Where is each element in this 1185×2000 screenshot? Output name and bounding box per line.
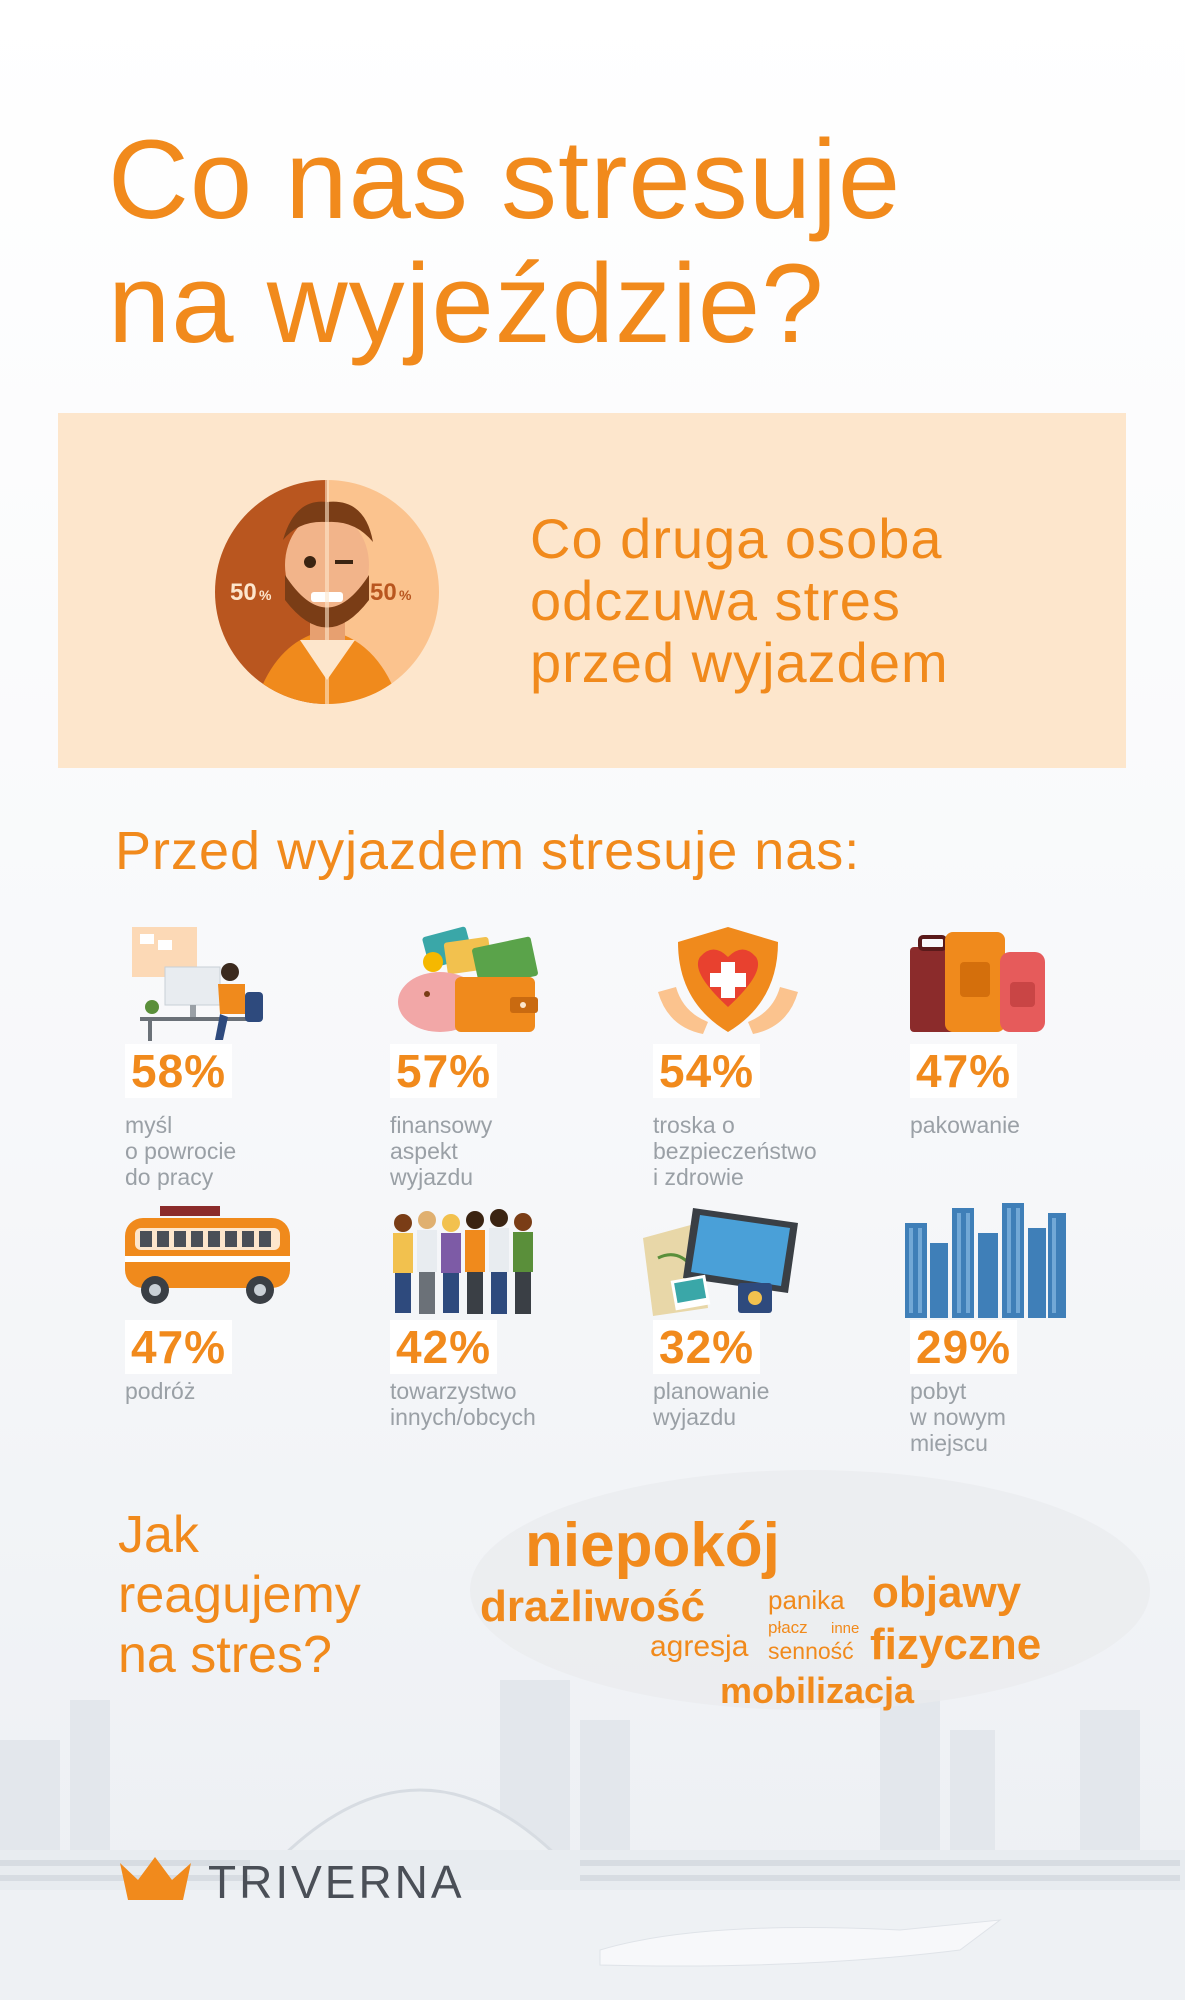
word-panika: panika: [768, 1585, 845, 1615]
stat-item-travel: 47% podróż: [120, 1198, 350, 1458]
stat-item-work: 58% myśl o powrocie do pracy: [120, 922, 350, 1190]
stat-label-line: pakowanie: [910, 1112, 1020, 1138]
word-niepokoj: niepokój: [525, 1511, 780, 1580]
stat-label: towarzystwo innych/obcych: [390, 1378, 630, 1430]
stat-label: podróż: [125, 1378, 365, 1404]
stat-label-line: troska o: [653, 1112, 735, 1138]
stat-label: troska o bezpieczeństwo i zdrowie: [653, 1112, 893, 1190]
banner-line-1: Co druga osoba: [530, 507, 943, 570]
stat-label-line: do pracy: [125, 1164, 214, 1190]
airport-background: [0, 1680, 1185, 2000]
stat-label-line: o powrocie: [125, 1138, 237, 1164]
left-percent-sign: %: [259, 587, 272, 603]
left-percent: 50: [230, 579, 257, 606]
cloud-shape: [470, 1470, 1150, 1710]
word-fizyczne: fizyczne: [870, 1620, 1042, 1669]
stat-percent: 42%: [390, 1320, 498, 1374]
page-title: Co nas stresuje na wyjeździe?: [108, 118, 1108, 366]
stat-label-line: podróż: [125, 1378, 196, 1404]
word-objawy: objawy: [872, 1568, 1022, 1617]
map-laptop-icon: [643, 1208, 798, 1316]
stat-item-finance: 57% finansowy aspekt wyjazdu: [385, 922, 615, 1190]
stat-label-line: towarzystwo: [390, 1378, 517, 1404]
stat-label: pakowanie: [910, 1112, 1150, 1138]
reaction-title-line: na stres?: [118, 1626, 332, 1684]
stat-label-line: w nowym: [910, 1404, 1006, 1430]
stat-label-line: wyjazdu: [390, 1164, 474, 1190]
banner-line-3: przed wyjazdem: [530, 631, 949, 694]
office-worker-icon: [132, 927, 263, 1041]
stat-label: planowanie wyjazdu: [653, 1378, 893, 1430]
section-title: Przed wyjazdem stresuje nas:: [115, 821, 861, 881]
stat-item-company: 42% towarzystwo innych/obcych: [385, 1198, 615, 1458]
stat-item-packing: 47% pakowanie: [905, 922, 1135, 1182]
piggy-bank-wallet-icon: [398, 926, 538, 1032]
luggage-icon: [910, 932, 1045, 1032]
brand-name: TRIVERNA: [208, 1856, 465, 1908]
word-sennosc: senność: [768, 1638, 854, 1664]
stat-item-safety: 54% troska o bezpieczeństwo i zdrowie: [648, 922, 878, 1190]
crown-icon: [120, 1857, 191, 1900]
right-percent-sign: %: [399, 587, 412, 603]
word-agresja: agresja: [650, 1630, 749, 1663]
stat-percent: 47%: [910, 1044, 1018, 1098]
stat-label: finansowy aspekt wyjazdu: [390, 1112, 630, 1190]
reaction-word-cloud: niepokój drażliwość panika objawy płacz …: [450, 1440, 1170, 1740]
stat-label-line: planowanie: [653, 1378, 770, 1404]
city-skyline-icon: [905, 1203, 1066, 1318]
van-icon: [125, 1206, 290, 1304]
reaction-title-line: reagujemy: [118, 1566, 361, 1624]
brand-logo[interactable]: TRIVERNA: [118, 1855, 462, 1910]
stat-item-new-place: 29% pobyt w nowym miejscu: [905, 1198, 1135, 1458]
stat-label-line: finansowy: [390, 1112, 493, 1138]
word-placz: płacz: [768, 1618, 808, 1637]
stat-label-line: i zdrowie: [653, 1164, 744, 1190]
health-shield-icon: [658, 927, 798, 1034]
stat-label-line: miejscu: [910, 1430, 988, 1456]
stat-label-line: wyjazdu: [653, 1404, 737, 1430]
stat-percent: 54%: [653, 1044, 761, 1098]
banner-text: Co druga osoba odczuwa stres przed wyjaz…: [530, 508, 1090, 694]
word-drazliwosc: drażliwość: [480, 1582, 705, 1631]
right-percent: 50: [370, 579, 397, 606]
stat-percent: 58%: [125, 1044, 233, 1098]
stat-label: myśl o powrocie do pracy: [125, 1112, 365, 1190]
reaction-title: Jak reagujemy na stres?: [118, 1505, 361, 1685]
stat-percent: 47%: [125, 1320, 233, 1374]
stat-label-line: myśl: [125, 1112, 173, 1138]
stat-percent: 32%: [653, 1320, 761, 1374]
stat-percent: 57%: [390, 1044, 498, 1098]
title-line-1: Co nas stresuje: [108, 117, 902, 242]
stat-label-line: bezpieczeństwo: [653, 1138, 817, 1164]
banner-line-2: odczuwa stres: [530, 569, 901, 632]
people-group-icon: [393, 1209, 533, 1314]
word-inne: inne: [831, 1620, 860, 1637]
title-line-2: na wyjeździe?: [108, 241, 825, 366]
stat-label: pobyt w nowym miejscu: [910, 1378, 1150, 1456]
stat-label-line: innych/obcych: [390, 1404, 536, 1430]
reaction-title-line: Jak: [118, 1506, 199, 1564]
stressed-man-icon: 50 % 50 %: [215, 480, 439, 704]
stat-label-line: aspekt: [390, 1138, 458, 1164]
stat-item-planning: 32% planowanie wyjazdu: [643, 1198, 878, 1458]
stat-label-line: pobyt: [910, 1378, 967, 1404]
stat-percent: 29%: [910, 1320, 1018, 1374]
word-mobilizacja: mobilizacja: [720, 1670, 915, 1711]
